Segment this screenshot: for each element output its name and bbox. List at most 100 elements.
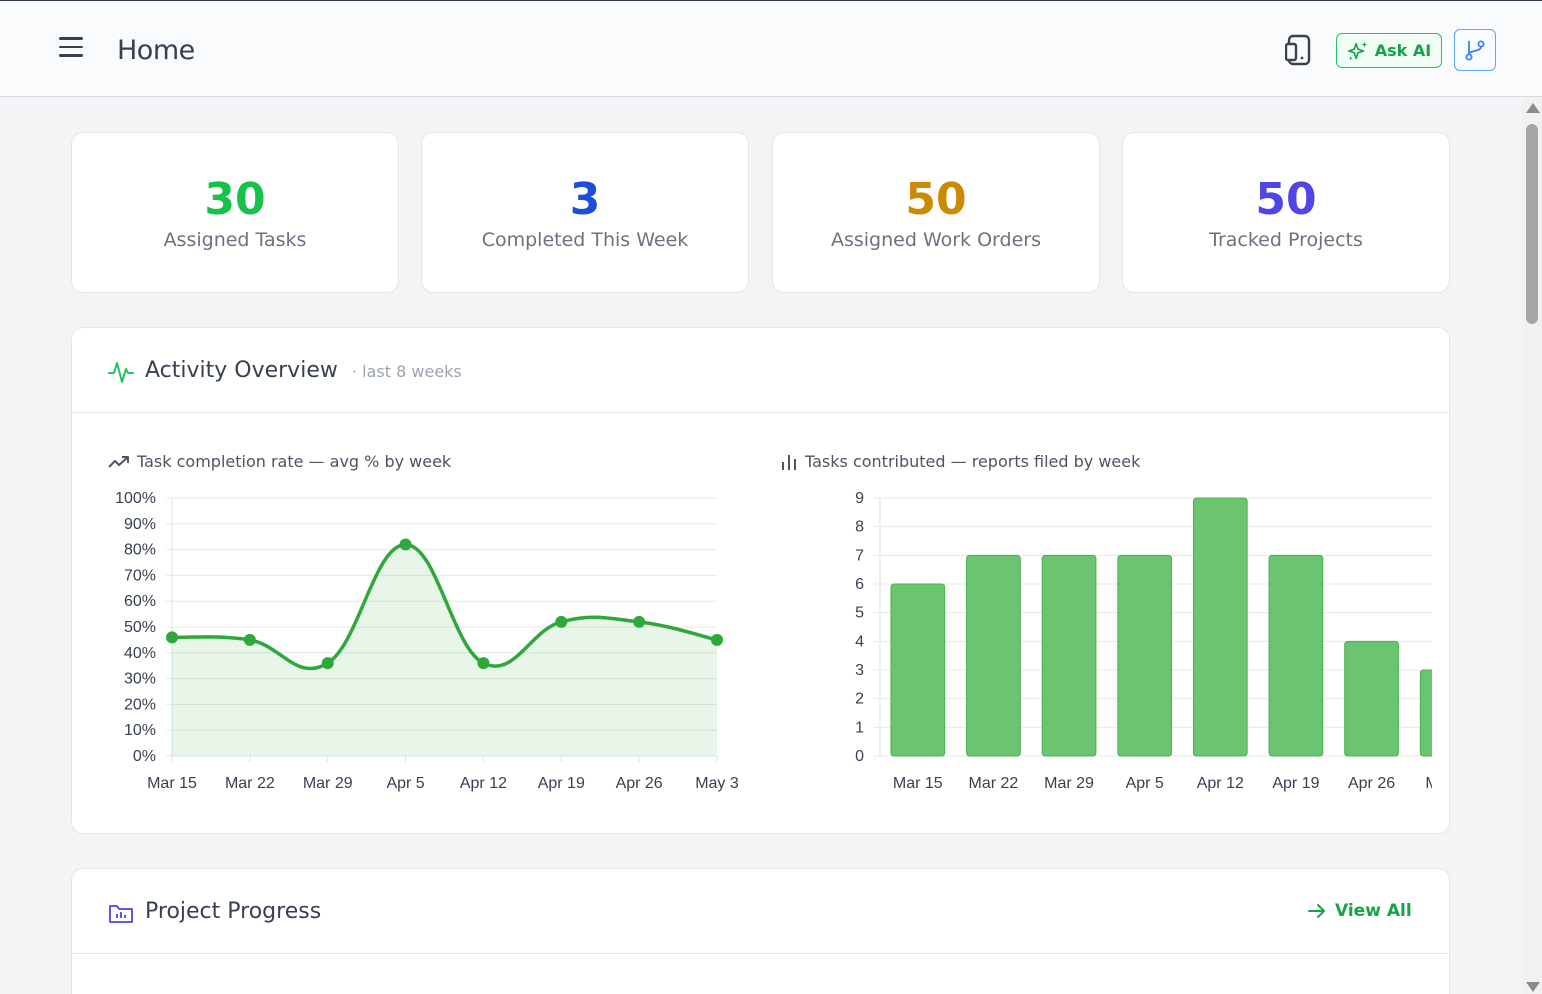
x-tick-label: Apr 12	[1197, 775, 1244, 792]
bar	[1192, 497, 1248, 757]
x-tick-label: Mar 29	[303, 775, 353, 792]
scroll-down-arrow-icon[interactable]	[1526, 982, 1540, 992]
stat-card-tracked-projects[interactable]: 50 Tracked Projects	[1122, 132, 1450, 293]
area-fill	[172, 544, 717, 756]
stat-label: Tracked Projects	[1209, 229, 1363, 251]
y-tick-label: 100%	[115, 490, 156, 507]
data-point	[243, 633, 256, 646]
data-point	[321, 657, 334, 670]
x-tick-label: Apr 5	[1126, 775, 1164, 792]
stat-card-assigned-work-orders[interactable]: 50 Assigned Work Orders	[772, 132, 1100, 293]
data-point	[399, 538, 412, 551]
tablet-icon[interactable]	[1284, 34, 1315, 66]
y-tick-label: 0%	[133, 748, 156, 765]
activity-overview-header: Activity Overview · last 8 weeks	[72, 328, 1449, 413]
hamburger-menu-icon[interactable]	[59, 37, 85, 61]
activity-overview-title: Activity Overview	[145, 358, 338, 383]
series-line	[171, 542, 718, 671]
bar	[1344, 640, 1399, 757]
data-point	[633, 615, 646, 628]
x-tick-label: Apr 5	[386, 775, 424, 792]
line-chart-caption: Task completion rate — avg % by week	[108, 452, 451, 471]
stat-value: 50	[1255, 174, 1317, 225]
x-tick-label: Mar 29	[1044, 775, 1094, 792]
y-tick-label: 0	[855, 748, 864, 765]
y-tick-label: 10%	[124, 722, 156, 739]
x-tick-label: Apr 19	[538, 775, 585, 792]
ask-ai-button[interactable]: Ask AI	[1336, 33, 1442, 68]
y-tick-label: 1	[855, 719, 864, 736]
stat-label: Assigned Tasks	[163, 229, 307, 251]
x-tick-label: Apr 19	[1272, 775, 1319, 792]
bar	[1419, 669, 1432, 757]
x-tick-label: Mar 22	[969, 775, 1019, 792]
stat-card-completed-this-week[interactable]: 3 Completed This Week	[421, 132, 749, 293]
project-progress-title: Project Progress	[145, 899, 322, 924]
x-tick-label: Mar 15	[893, 775, 943, 792]
bar	[1041, 554, 1097, 757]
stat-card-assigned-tasks[interactable]: 30 Assigned Tasks	[71, 132, 399, 293]
arrow-right-icon	[1308, 904, 1325, 918]
y-tick-label: 5	[855, 605, 864, 622]
top-bar: Home Ask AI	[0, 0, 1542, 97]
data-point	[711, 633, 723, 646]
x-tick-label: May 3	[695, 775, 739, 792]
x-tick-label: Apr 26	[1348, 775, 1395, 792]
scroll-up-arrow-icon[interactable]	[1526, 103, 1540, 113]
activity-overview-subtitle: · last 8 weeks	[352, 362, 462, 381]
bar-chart-icon	[782, 454, 796, 470]
y-tick-label: 70%	[124, 567, 156, 584]
bar	[1117, 554, 1173, 757]
y-tick-label: 4	[855, 633, 864, 650]
y-tick-label: 20%	[124, 696, 156, 713]
completion-rate-chart: 0% 10% 20% 30% 40% 50% 60% 70% 80% 90% 100% Mar 15 M…	[115, 490, 739, 792]
x-tick-label: Mar 22	[225, 775, 275, 792]
bar	[890, 583, 946, 757]
sparkles-icon	[1347, 41, 1367, 60]
bar	[1268, 554, 1324, 757]
stat-label: Assigned Work Orders	[830, 229, 1041, 251]
y-tick-label: 7	[855, 547, 864, 564]
y-tick-label: 30%	[124, 671, 156, 688]
x-tick-label: Apr 26	[616, 775, 663, 792]
folder-chart-icon	[109, 905, 133, 923]
x-tick-label: May 3	[1425, 775, 1432, 792]
view-all-label: View All	[1335, 901, 1412, 921]
y-tick-label: 80%	[124, 542, 156, 559]
y-tick-label: 3	[855, 662, 864, 679]
trending-up-icon	[108, 455, 129, 468]
y-tick-label: 6	[855, 576, 864, 593]
bar-chart-caption-text: Tasks contributed — reports filed by wee…	[805, 452, 1141, 471]
git-branch-icon	[1465, 40, 1485, 61]
line-chart-caption-text: Task completion rate — avg % by week	[137, 452, 452, 471]
x-tick-label: Apr 12	[460, 775, 507, 792]
project-progress-panel: Project Progress View All	[71, 868, 1450, 994]
stat-value: 30	[204, 174, 266, 225]
y-tick-label: 90%	[124, 516, 156, 533]
vertical-scrollbar[interactable]	[1522, 97, 1542, 994]
tasks-contributed-chart: 0 1 2 3 4 5 6 7 8 9 Mar 15 Mar 22 Mar 29 Apr 5 Apr 12 A…	[855, 490, 1432, 792]
y-tick-label: 40%	[124, 645, 156, 662]
data-point	[555, 615, 568, 628]
page-title: Home	[117, 35, 195, 66]
y-tick-label: 8	[855, 519, 864, 536]
ask-ai-label: Ask AI	[1374, 41, 1432, 60]
activity-overview-panel: Activity Overview · last 8 weeks Task co…	[71, 327, 1450, 834]
activity-pulse-icon	[108, 362, 134, 383]
y-tick-label: 60%	[124, 593, 156, 610]
view-all-link[interactable]: View All	[1307, 901, 1412, 921]
project-progress-header: Project Progress View All	[72, 869, 1449, 954]
git-branch-button[interactable]	[1454, 29, 1496, 71]
stat-label: Completed This Week	[481, 229, 689, 251]
stat-value: 50	[905, 174, 967, 225]
y-tick-label: 9	[855, 490, 864, 507]
scrollbar-thumb[interactable]	[1526, 124, 1538, 324]
data-point	[477, 657, 490, 670]
stat-value: 3	[569, 174, 601, 225]
bar-chart-caption: Tasks contributed — reports filed by wee…	[780, 452, 1140, 471]
bar	[966, 554, 1021, 757]
x-tick-label: Mar 15	[147, 775, 197, 792]
y-tick-label: 50%	[124, 619, 156, 636]
y-tick-label: 2	[855, 691, 864, 708]
data-point	[166, 631, 178, 644]
